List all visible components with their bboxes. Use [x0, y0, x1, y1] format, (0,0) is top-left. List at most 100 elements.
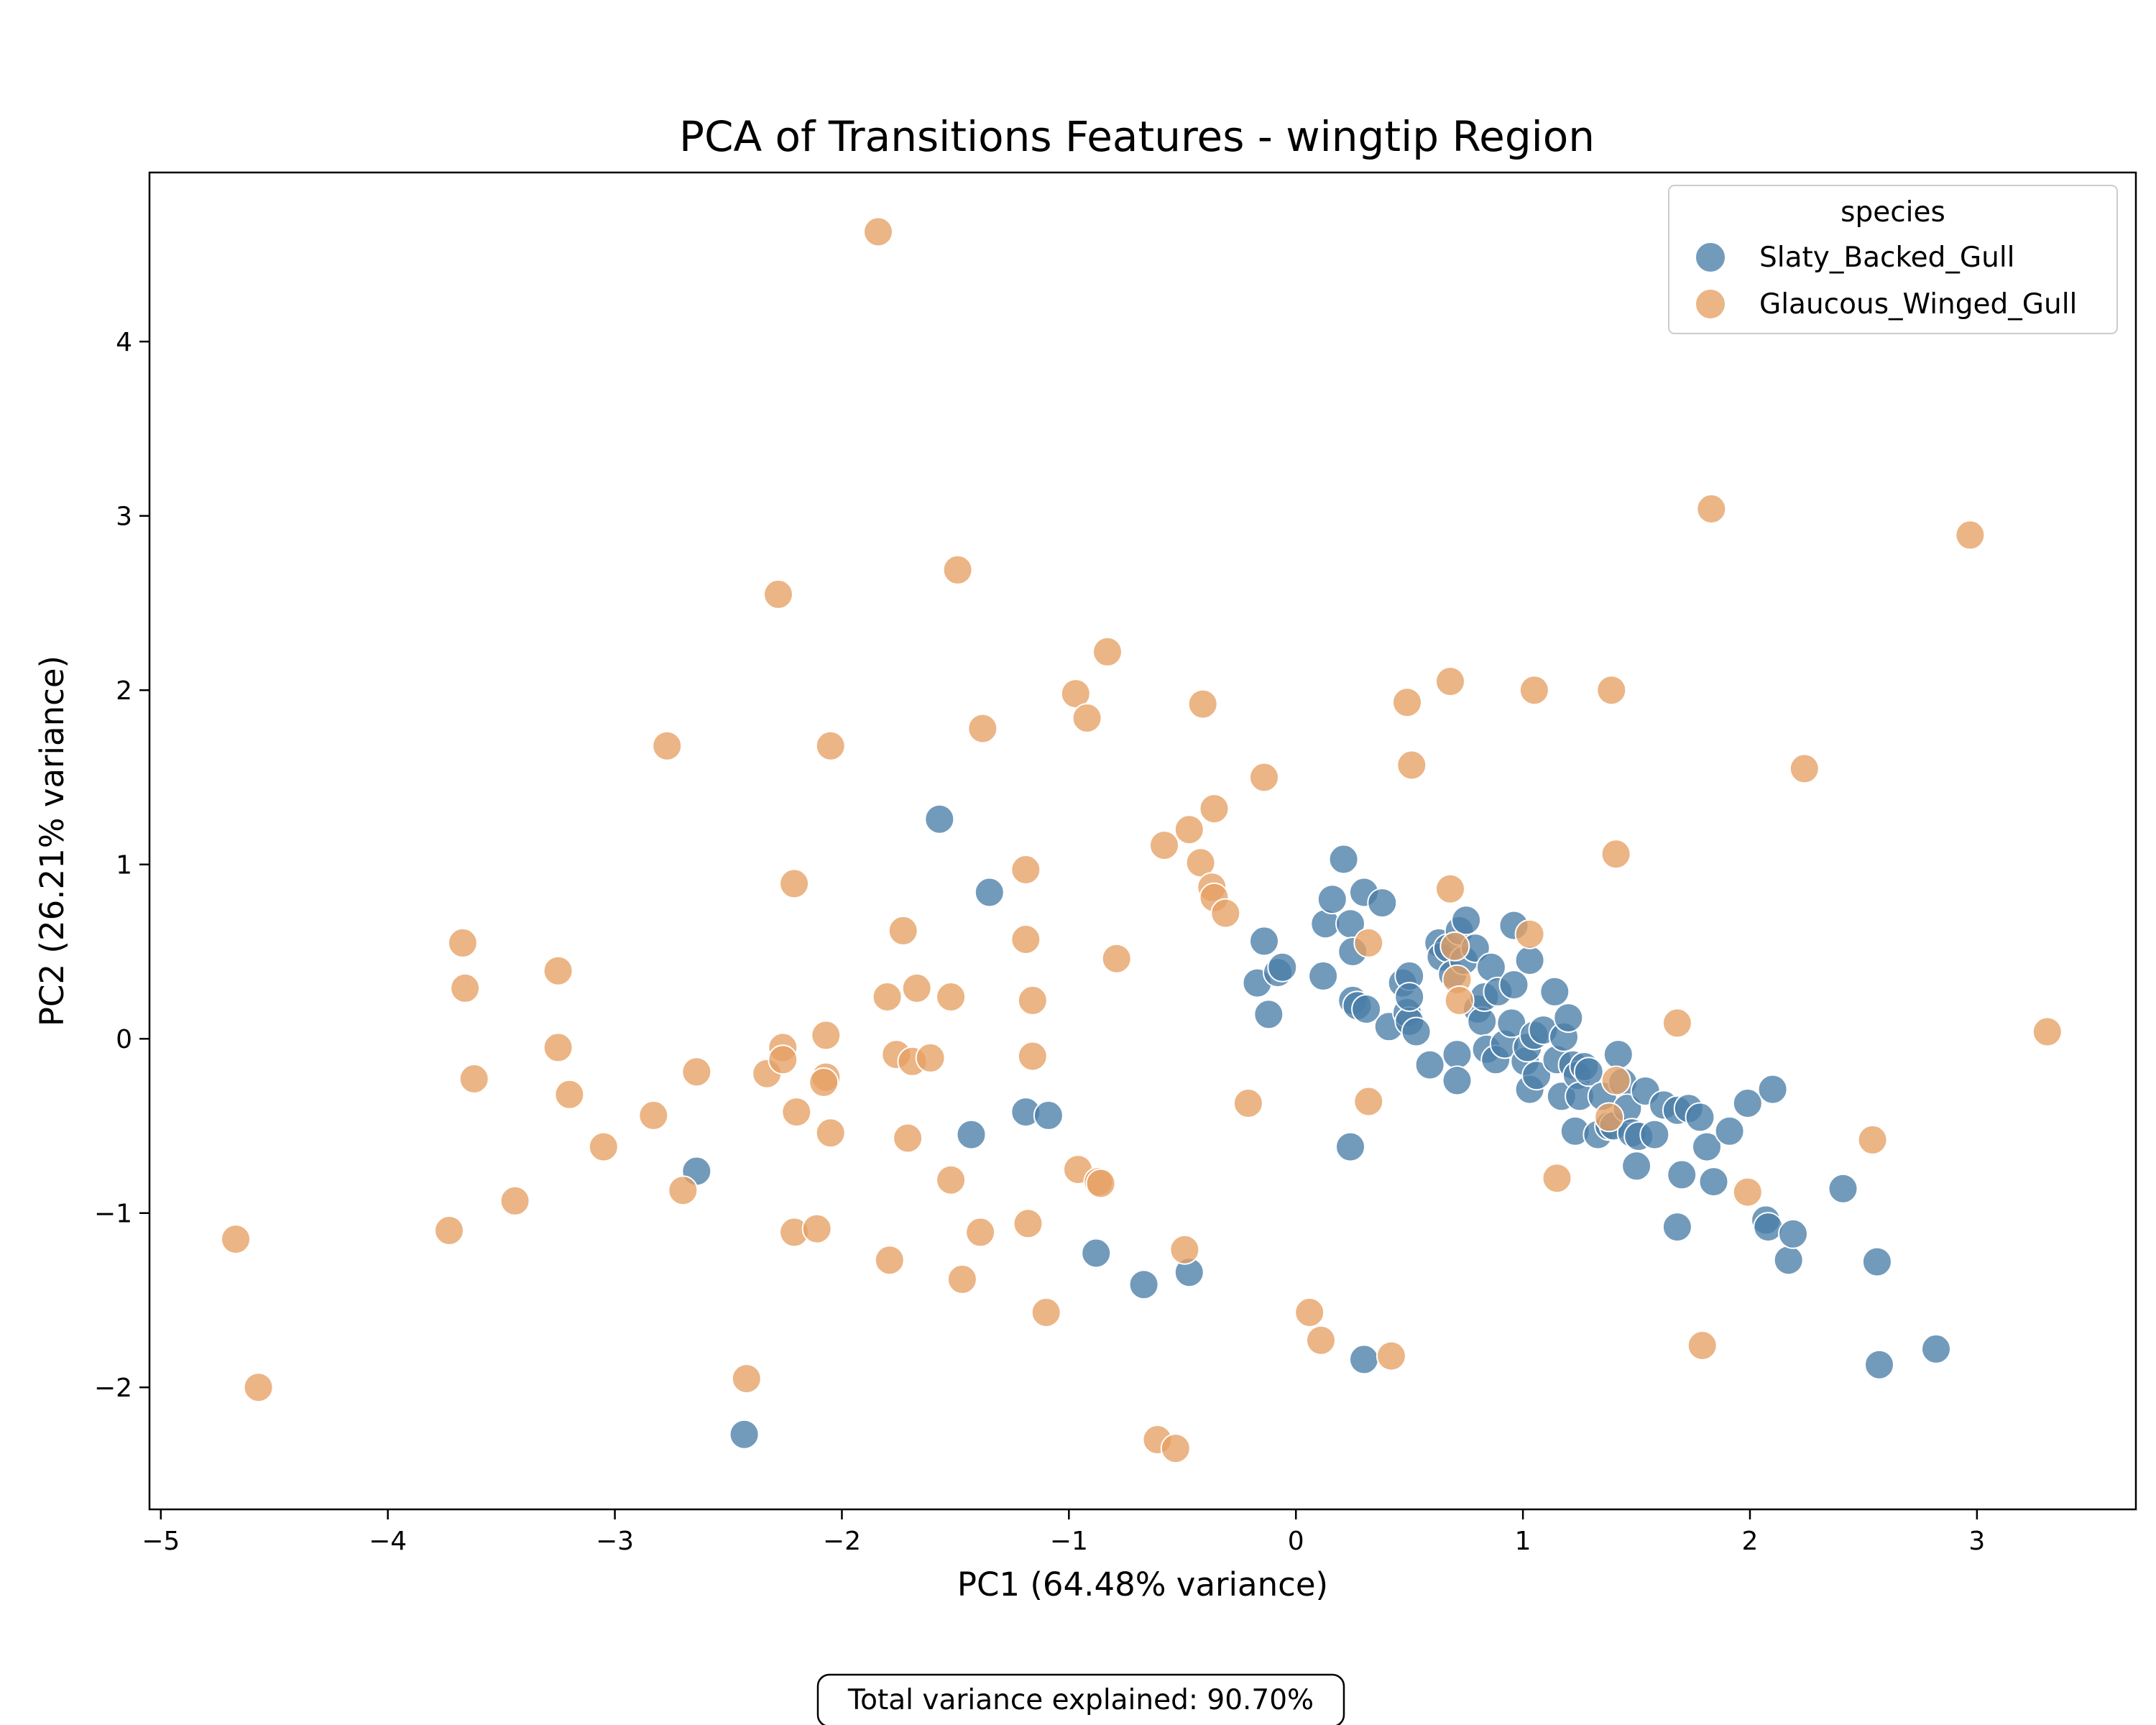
- data-point: [1101, 943, 1132, 974]
- data-point: [1367, 888, 1398, 919]
- chart-title: PCA of Transitions Features - wingtip Re…: [679, 112, 1595, 161]
- x-tick-label: −2: [823, 1527, 861, 1556]
- data-point: [1085, 1168, 1116, 1199]
- data-point: [1685, 1102, 1715, 1133]
- data-point: [863, 216, 893, 247]
- data-point: [808, 1067, 839, 1098]
- data-point: [1394, 982, 1425, 1012]
- x-tick-label: 2: [1742, 1527, 1759, 1556]
- data-point: [1072, 703, 1102, 733]
- legend-box: [1668, 185, 2118, 334]
- data-point: [1600, 1065, 1631, 1096]
- data-point: [1187, 689, 1218, 719]
- data-point: [1013, 1208, 1044, 1239]
- data-point: [1692, 1131, 1722, 1162]
- data-point: [681, 1057, 712, 1087]
- data-point: [499, 1185, 530, 1216]
- variance-annotation: Total variance explained: 90.70%: [816, 1673, 1345, 1725]
- series-glaucous-winged-gull: [221, 216, 2063, 1464]
- data-point: [1828, 1173, 1858, 1204]
- data-point: [1696, 494, 1727, 524]
- data-point: [638, 1100, 669, 1131]
- data-point: [652, 730, 683, 761]
- data-point: [459, 1064, 489, 1094]
- data-point: [874, 1245, 905, 1276]
- data-point: [1603, 1039, 1634, 1070]
- x-axis-label: PC1 (64.48% variance): [957, 1565, 1328, 1604]
- x-tick-label: 3: [1968, 1527, 1985, 1556]
- data-point: [1439, 931, 1470, 962]
- data-point: [2032, 1016, 2063, 1047]
- data-point: [1600, 839, 1631, 870]
- x-axis-ticks: −5 −4 −3 −2 −1 0 1 2 3: [142, 1509, 1985, 1556]
- data-point: [965, 1217, 996, 1248]
- data-point: [1442, 1039, 1473, 1070]
- data-point: [729, 1419, 760, 1450]
- data-point: [1401, 1016, 1432, 1047]
- data-point: [1753, 1212, 1784, 1243]
- data-point: [1687, 1330, 1718, 1361]
- x-tick-label: 1: [1515, 1527, 1531, 1556]
- legend-label-glaucous-winged-gull: Glaucous_Winged_Gull: [1759, 288, 2077, 321]
- data-point: [872, 982, 903, 1012]
- legend-marker-glaucous-winged-gull: [1695, 288, 1726, 320]
- data-point: [1353, 927, 1384, 958]
- data-point: [1553, 1003, 1584, 1034]
- data-point: [1498, 970, 1529, 1000]
- data-point: [1732, 1088, 1763, 1118]
- y-tick-label: 0: [116, 1025, 132, 1054]
- data-point: [1861, 1246, 1892, 1277]
- data-point: [1351, 994, 1382, 1024]
- legend: species Slaty_Backed_Gull Glaucous_Winge…: [1668, 185, 2118, 334]
- data-point: [243, 1372, 274, 1403]
- data-point: [1174, 814, 1204, 845]
- data-point: [1396, 750, 1427, 781]
- data-point: [924, 804, 955, 834]
- data-point: [1149, 830, 1179, 861]
- data-point: [901, 972, 932, 1003]
- data-point: [936, 982, 967, 1012]
- data-point: [1773, 1245, 1804, 1276]
- data-point: [1233, 1088, 1263, 1118]
- data-point: [1010, 855, 1041, 885]
- data-point: [1017, 1041, 1048, 1072]
- data-point: [1010, 924, 1041, 954]
- y-tick-label: 2: [116, 676, 132, 706]
- points-layer: [221, 216, 2063, 1464]
- data-point: [811, 1020, 842, 1051]
- data-point: [1435, 666, 1465, 697]
- y-axis-label: PC2 (26.21% variance): [33, 656, 71, 1026]
- data-point: [1249, 762, 1279, 793]
- legend-label-slaty-backed-gull: Slaty_Backed_Gull: [1759, 242, 2015, 274]
- data-point: [1249, 926, 1279, 957]
- data-point: [967, 713, 998, 744]
- data-point: [1092, 636, 1123, 667]
- data-point: [1376, 1340, 1406, 1371]
- data-point: [1594, 1102, 1625, 1133]
- data-point: [1514, 919, 1545, 949]
- data-point: [1639, 1119, 1670, 1150]
- data-point: [1267, 952, 1298, 983]
- data-point: [1519, 675, 1549, 706]
- data-point: [1294, 1297, 1325, 1328]
- data-point: [1199, 794, 1230, 824]
- data-point: [974, 877, 1005, 908]
- data-point: [221, 1224, 251, 1255]
- data-point: [893, 1123, 923, 1154]
- data-point: [1353, 1086, 1384, 1117]
- data-point: [1335, 1131, 1365, 1162]
- data-point: [1017, 985, 1048, 1016]
- y-tick-label: 4: [116, 328, 132, 357]
- data-point: [554, 1079, 585, 1110]
- data-point: [1542, 1163, 1572, 1194]
- legend-marker-slaty-backed-gull: [1695, 242, 1726, 273]
- data-point: [956, 1119, 987, 1150]
- data-point: [1921, 1333, 1951, 1364]
- data-point: [1955, 520, 1986, 551]
- data-point: [543, 1032, 573, 1063]
- data-point: [1185, 847, 1216, 878]
- data-point: [1435, 873, 1465, 904]
- data-point: [1573, 1057, 1604, 1087]
- data-point: [1451, 905, 1482, 936]
